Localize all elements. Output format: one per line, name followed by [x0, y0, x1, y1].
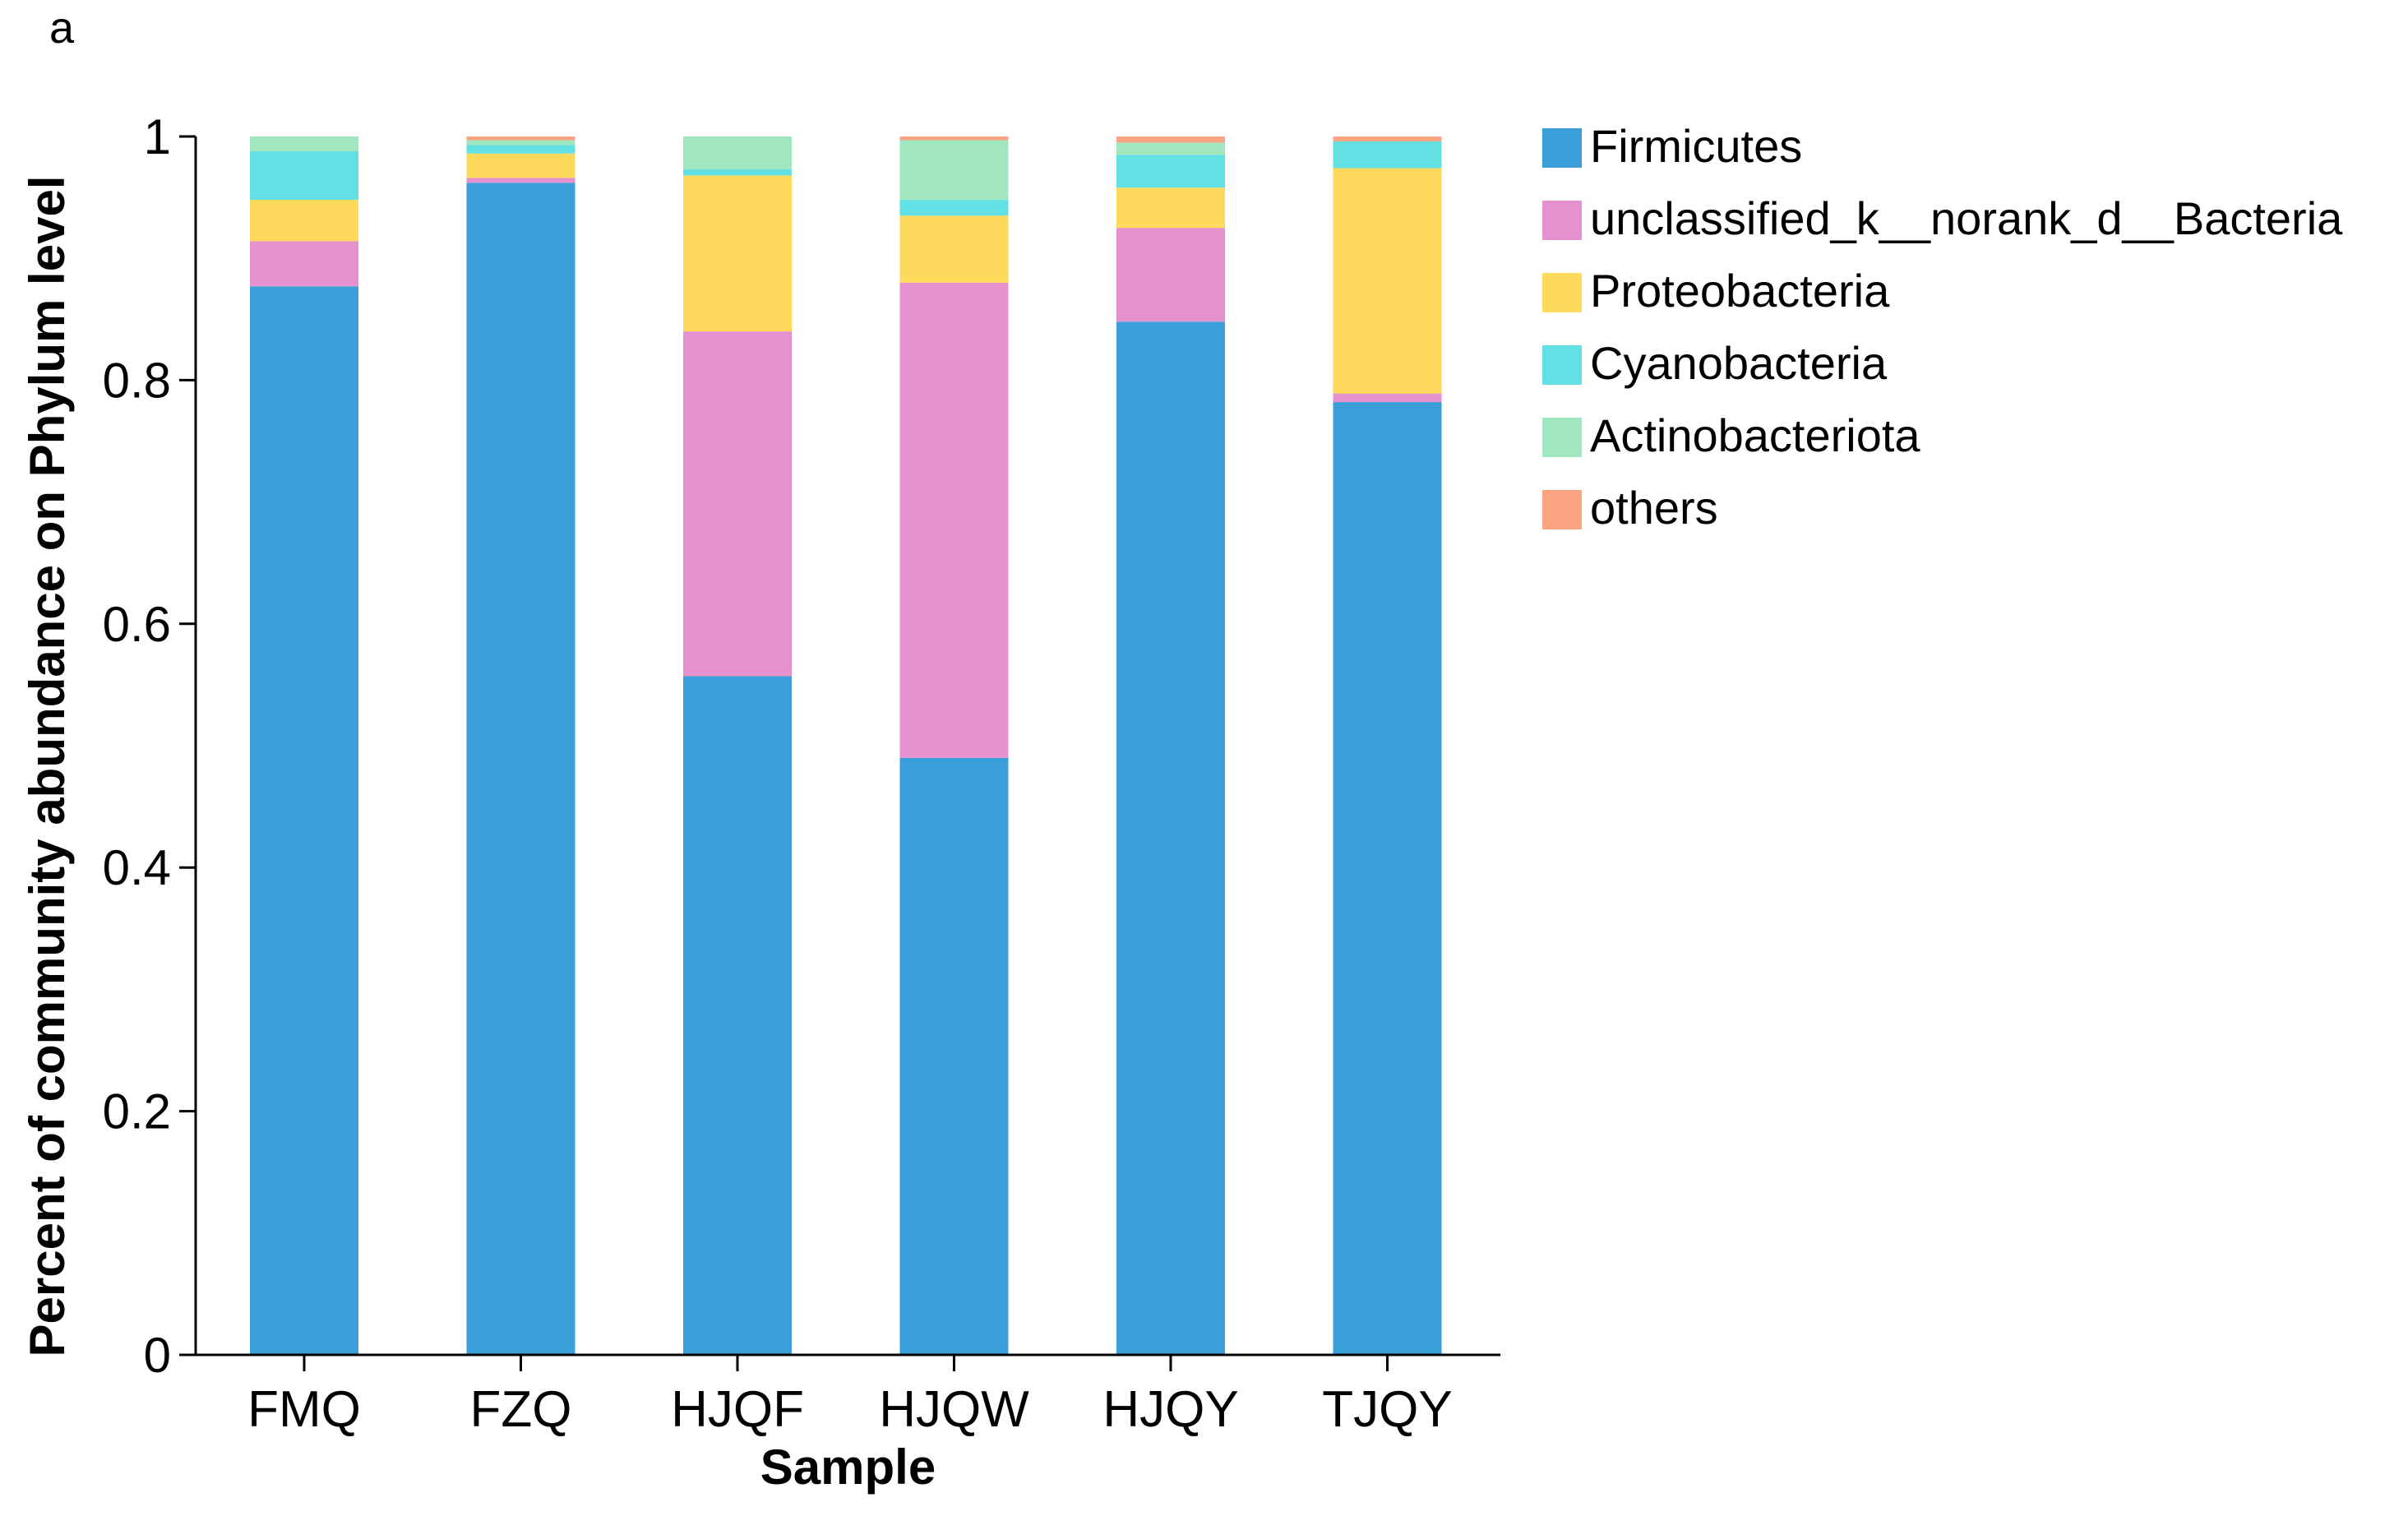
legend-label: Proteobacteria: [1590, 265, 1890, 317]
bar-segment: [683, 676, 792, 1355]
bar-segment: [1333, 141, 1442, 169]
bar-segment: [466, 145, 575, 154]
bar-segment: [1116, 187, 1225, 229]
y-ticks-group: 0 0.2 0.4 0.6 0.8 1: [103, 109, 196, 1383]
legend-item: Firmicutes: [1542, 120, 1802, 172]
bar-stack-fmq: [250, 136, 358, 1355]
bar-segment: [899, 136, 1009, 141]
panel-label: a: [49, 3, 75, 53]
x-tick-label: TJQY: [1322, 1381, 1452, 1438]
legend-label: unclassified_k__norank_d__Bacteria: [1590, 192, 2343, 244]
legend-swatch: [1542, 490, 1582, 529]
legend-label: Actinobacteriota: [1590, 409, 1920, 461]
x-ticks-group: FMQ FZQ HJQF HJQW HJQY TJQY: [247, 1355, 1453, 1438]
legend-label: Cyanobacteria: [1590, 337, 1888, 389]
y-tick-label: 0.8: [103, 353, 171, 408]
bar-segment: [683, 175, 792, 332]
y-tick-label: 0: [144, 1328, 171, 1383]
legend-item: Proteobacteria: [1542, 265, 1890, 317]
bar-segment: [250, 136, 358, 151]
bar-segment: [899, 282, 1009, 758]
bar-segment: [1116, 155, 1225, 188]
x-tick-label: HJQF: [671, 1381, 804, 1438]
legend-swatch: [1542, 273, 1582, 312]
bar-segment: [250, 241, 358, 287]
bar-stack-tjqy: [1333, 136, 1442, 1356]
legend-item: others: [1542, 482, 1718, 534]
bar-segment: [899, 215, 1009, 283]
bar-segment: [466, 183, 575, 1355]
x-tick-label: HJQW: [879, 1381, 1029, 1438]
bar-segment: [899, 757, 1009, 1355]
bar-stack-hjqy: [1116, 136, 1225, 1355]
legend-swatch: [1542, 345, 1582, 385]
y-axis-title: Percent of community abundance on Phylum…: [20, 176, 75, 1357]
legend: Firmicutes unclassified_k__norank_d__Bact…: [1542, 120, 2343, 534]
bar-stack-hjqw: [899, 136, 1009, 1355]
axes-group: [194, 136, 1500, 1357]
y-tick-label: 0.4: [103, 840, 171, 895]
y-tick-label: 0.2: [103, 1084, 171, 1139]
bar-segment: [1116, 228, 1225, 322]
bars-group: [250, 136, 1442, 1356]
bar-segment: [683, 169, 792, 176]
bar-segment: [466, 136, 575, 141]
legend-label: others: [1590, 482, 1718, 534]
bar-segment: [1116, 321, 1225, 1355]
legend-item: Actinobacteriota: [1542, 409, 1920, 461]
legend-swatch: [1542, 201, 1582, 240]
x-axis-title: Sample: [760, 1440, 936, 1495]
bar-segment: [466, 140, 575, 146]
bar-segment: [1333, 402, 1442, 1356]
bar-segment: [899, 200, 1009, 216]
bar-segment: [683, 136, 792, 170]
legend-swatch: [1542, 418, 1582, 457]
x-tick-label: HJQY: [1102, 1381, 1238, 1438]
bar-segment: [466, 153, 575, 178]
bar-stack-hjqf: [683, 136, 792, 1355]
y-tick-label: 1: [144, 109, 171, 164]
y-tick-label: 0.6: [103, 597, 171, 652]
bar-segment: [250, 200, 358, 242]
bar-stack-fzq: [466, 136, 575, 1355]
bar-segment: [1116, 136, 1225, 143]
bar-segment: [250, 150, 358, 201]
bar-segment: [899, 140, 1009, 201]
legend-item: Cyanobacteria: [1542, 337, 1888, 389]
x-tick-label: FZQ: [470, 1381, 572, 1438]
legend-swatch: [1542, 128, 1582, 168]
legend-label: Firmicutes: [1590, 120, 1802, 172]
bar-segment: [466, 178, 575, 183]
bar-segment: [1333, 136, 1442, 141]
legend-item: unclassified_k__norank_d__Bacteria: [1542, 192, 2343, 244]
bar-segment: [1333, 168, 1442, 394]
bar-segment: [1333, 393, 1442, 403]
x-tick-label: FMQ: [247, 1381, 361, 1438]
bar-segment: [683, 331, 792, 677]
bar-segment: [1116, 142, 1225, 155]
bar-segment: [250, 286, 358, 1355]
